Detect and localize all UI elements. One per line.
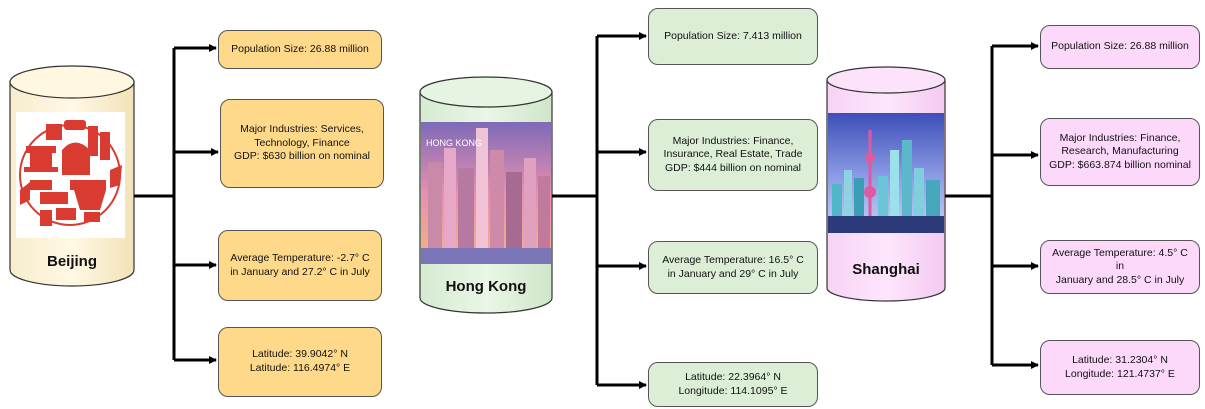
beijing-label: Beijing [47, 253, 97, 270]
shanghai-coordinates-box: Latitude: 31.2304° N Longitude: 121.4737… [1040, 340, 1200, 395]
hongkong-coordinates-box: Latitude: 22.3964° N Longitude: 114.1095… [648, 362, 818, 407]
shanghai-industries-box: Major Industries: Finance, Research, Man… [1040, 118, 1200, 186]
shanghai-skyline-illustration [828, 113, 944, 233]
shanghai-connectors [945, 42, 1039, 369]
hongkong-image-caption: HONG KONG [426, 138, 482, 148]
hongkong-skyline-illustration: HONG KONG [421, 122, 551, 264]
beijing-industries-box: Major Industries: Services, Technology, … [220, 99, 384, 188]
beijing-cylinder [9, 65, 135, 287]
hongkong-population-box: Population Size: 7.413 million [648, 8, 818, 65]
shanghai-label: Shanghai [852, 261, 920, 278]
beijing-population-box: Population Size: 26.88 million [218, 30, 382, 69]
shanghai-cylinder [826, 66, 946, 302]
shanghai-temperature-box: Average Temperature: 4.5° C in January a… [1040, 240, 1200, 294]
hongkong-cylinder: HONG KONG [419, 76, 553, 314]
hongkong-temperature-box: Average Temperature: 16.5° C in January … [648, 241, 818, 294]
shanghai-population-box: Population Size: 26.88 million [1040, 25, 1200, 69]
beijing-temperature-box: Average Temperature: -2.7° C in January … [218, 230, 382, 301]
hongkong-industries-box: Major Industries: Finance, Insurance, Re… [648, 119, 818, 191]
beijing-connectors [134, 44, 219, 364]
hongkong-connectors [552, 32, 647, 389]
beijing-coordinates-box: Latitude: 39.9042° N Latitude: 116.4974°… [218, 327, 382, 397]
beijing-landmark-illustration [16, 112, 125, 238]
hongkong-label: Hong Kong [446, 278, 527, 295]
